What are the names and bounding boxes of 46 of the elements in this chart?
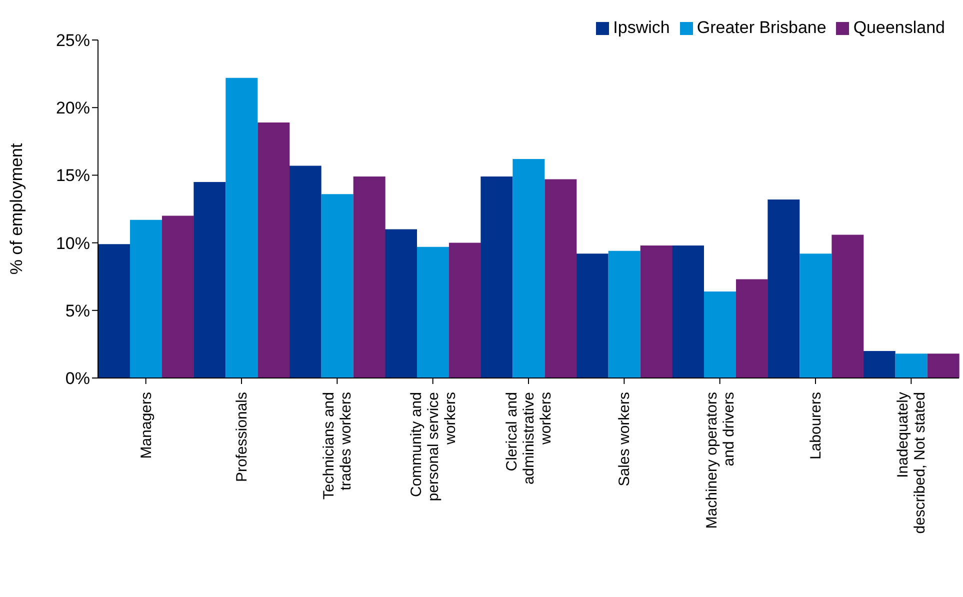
y-tick-label: 25% (56, 31, 90, 50)
y-tick-label: 0% (65, 369, 90, 388)
x-tick-label: Labourers (808, 392, 824, 460)
bar (321, 194, 354, 378)
bar (353, 176, 386, 378)
bar (704, 291, 736, 378)
bar (672, 246, 704, 378)
x-tick-label: Inadequately described, Not stated (894, 392, 929, 534)
bar (289, 166, 322, 378)
bar (512, 158, 545, 378)
bar (576, 254, 608, 378)
bar (162, 216, 194, 378)
bar (385, 229, 417, 378)
bar (226, 78, 258, 378)
x-tick-label: Managers (138, 392, 155, 459)
bar (736, 279, 768, 378)
bar (417, 246, 449, 378)
x-tick-label: Professionals (234, 392, 250, 482)
bar (258, 122, 290, 378)
x-tick-label: Sales workers (616, 392, 634, 486)
y-tick-label: 15% (56, 166, 90, 186)
bar (768, 200, 800, 378)
bar (544, 179, 577, 378)
bar (895, 354, 928, 378)
bar (800, 254, 832, 378)
bar (449, 242, 481, 378)
y-tick-label: 10% (56, 234, 90, 253)
x-tick-label: Clerical and administrative workers (504, 392, 554, 485)
bar (863, 350, 896, 378)
bar (608, 250, 640, 378)
x-tick-label: Machinery operators and drivers (703, 392, 738, 529)
bar (130, 220, 162, 378)
x-tick-label: Technicians and trades workers (320, 392, 355, 500)
x-tick-label: Community and personal service workers (408, 392, 459, 502)
bar (480, 176, 513, 378)
bar (98, 244, 130, 378)
legend-label: Ipswich (613, 18, 670, 37)
y-axis-title: % of employment (7, 143, 26, 275)
bar (832, 234, 864, 378)
bar (927, 354, 960, 378)
y-tick-label: 20% (56, 98, 90, 118)
y-tick-label: 5% (65, 301, 90, 320)
bar (640, 246, 672, 378)
legend-label: Greater Brisbane (696, 18, 826, 37)
legend-label: Queensland (853, 18, 945, 37)
bar (194, 182, 226, 378)
